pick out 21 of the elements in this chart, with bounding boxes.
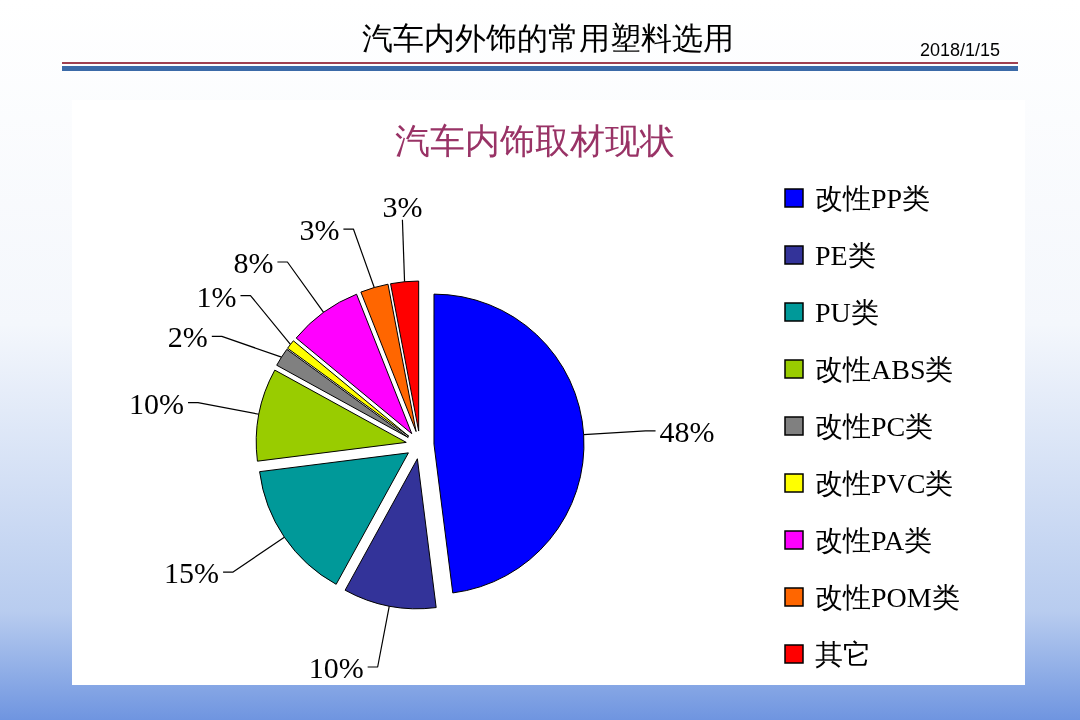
data-label: 3% — [382, 189, 423, 223]
legend-label: 改性POM类 — [815, 581, 960, 613]
data-label: 48% — [659, 414, 715, 448]
data-label: 3% — [299, 212, 340, 246]
legend-label: 改性PA类 — [815, 524, 933, 556]
legend-label: 改性ABS类 — [815, 353, 954, 385]
legend-label: 改性PP类 — [815, 182, 931, 214]
text: 2018/1/15 — [919, 40, 1000, 60]
data-label: 10% — [129, 386, 184, 420]
data-label: 8% — [233, 245, 274, 279]
data-label: 2% — [167, 319, 208, 353]
data-label: 15% — [164, 555, 220, 589]
legend-label: 改性PC类 — [815, 410, 934, 442]
legend-label: PE类 — [815, 239, 876, 271]
legend-label: PU类 — [815, 296, 879, 328]
data-label: 10% — [308, 650, 364, 684]
legend-label: 其它 — [815, 638, 871, 670]
data-label: 1% — [196, 279, 237, 313]
chart-subtitle: 汽车内饰取材现状 — [395, 120, 675, 160]
legend-label: 改性PVC类 — [815, 467, 954, 499]
chart-title: 汽车内外饰的常用塑料选用 — [362, 20, 734, 56]
